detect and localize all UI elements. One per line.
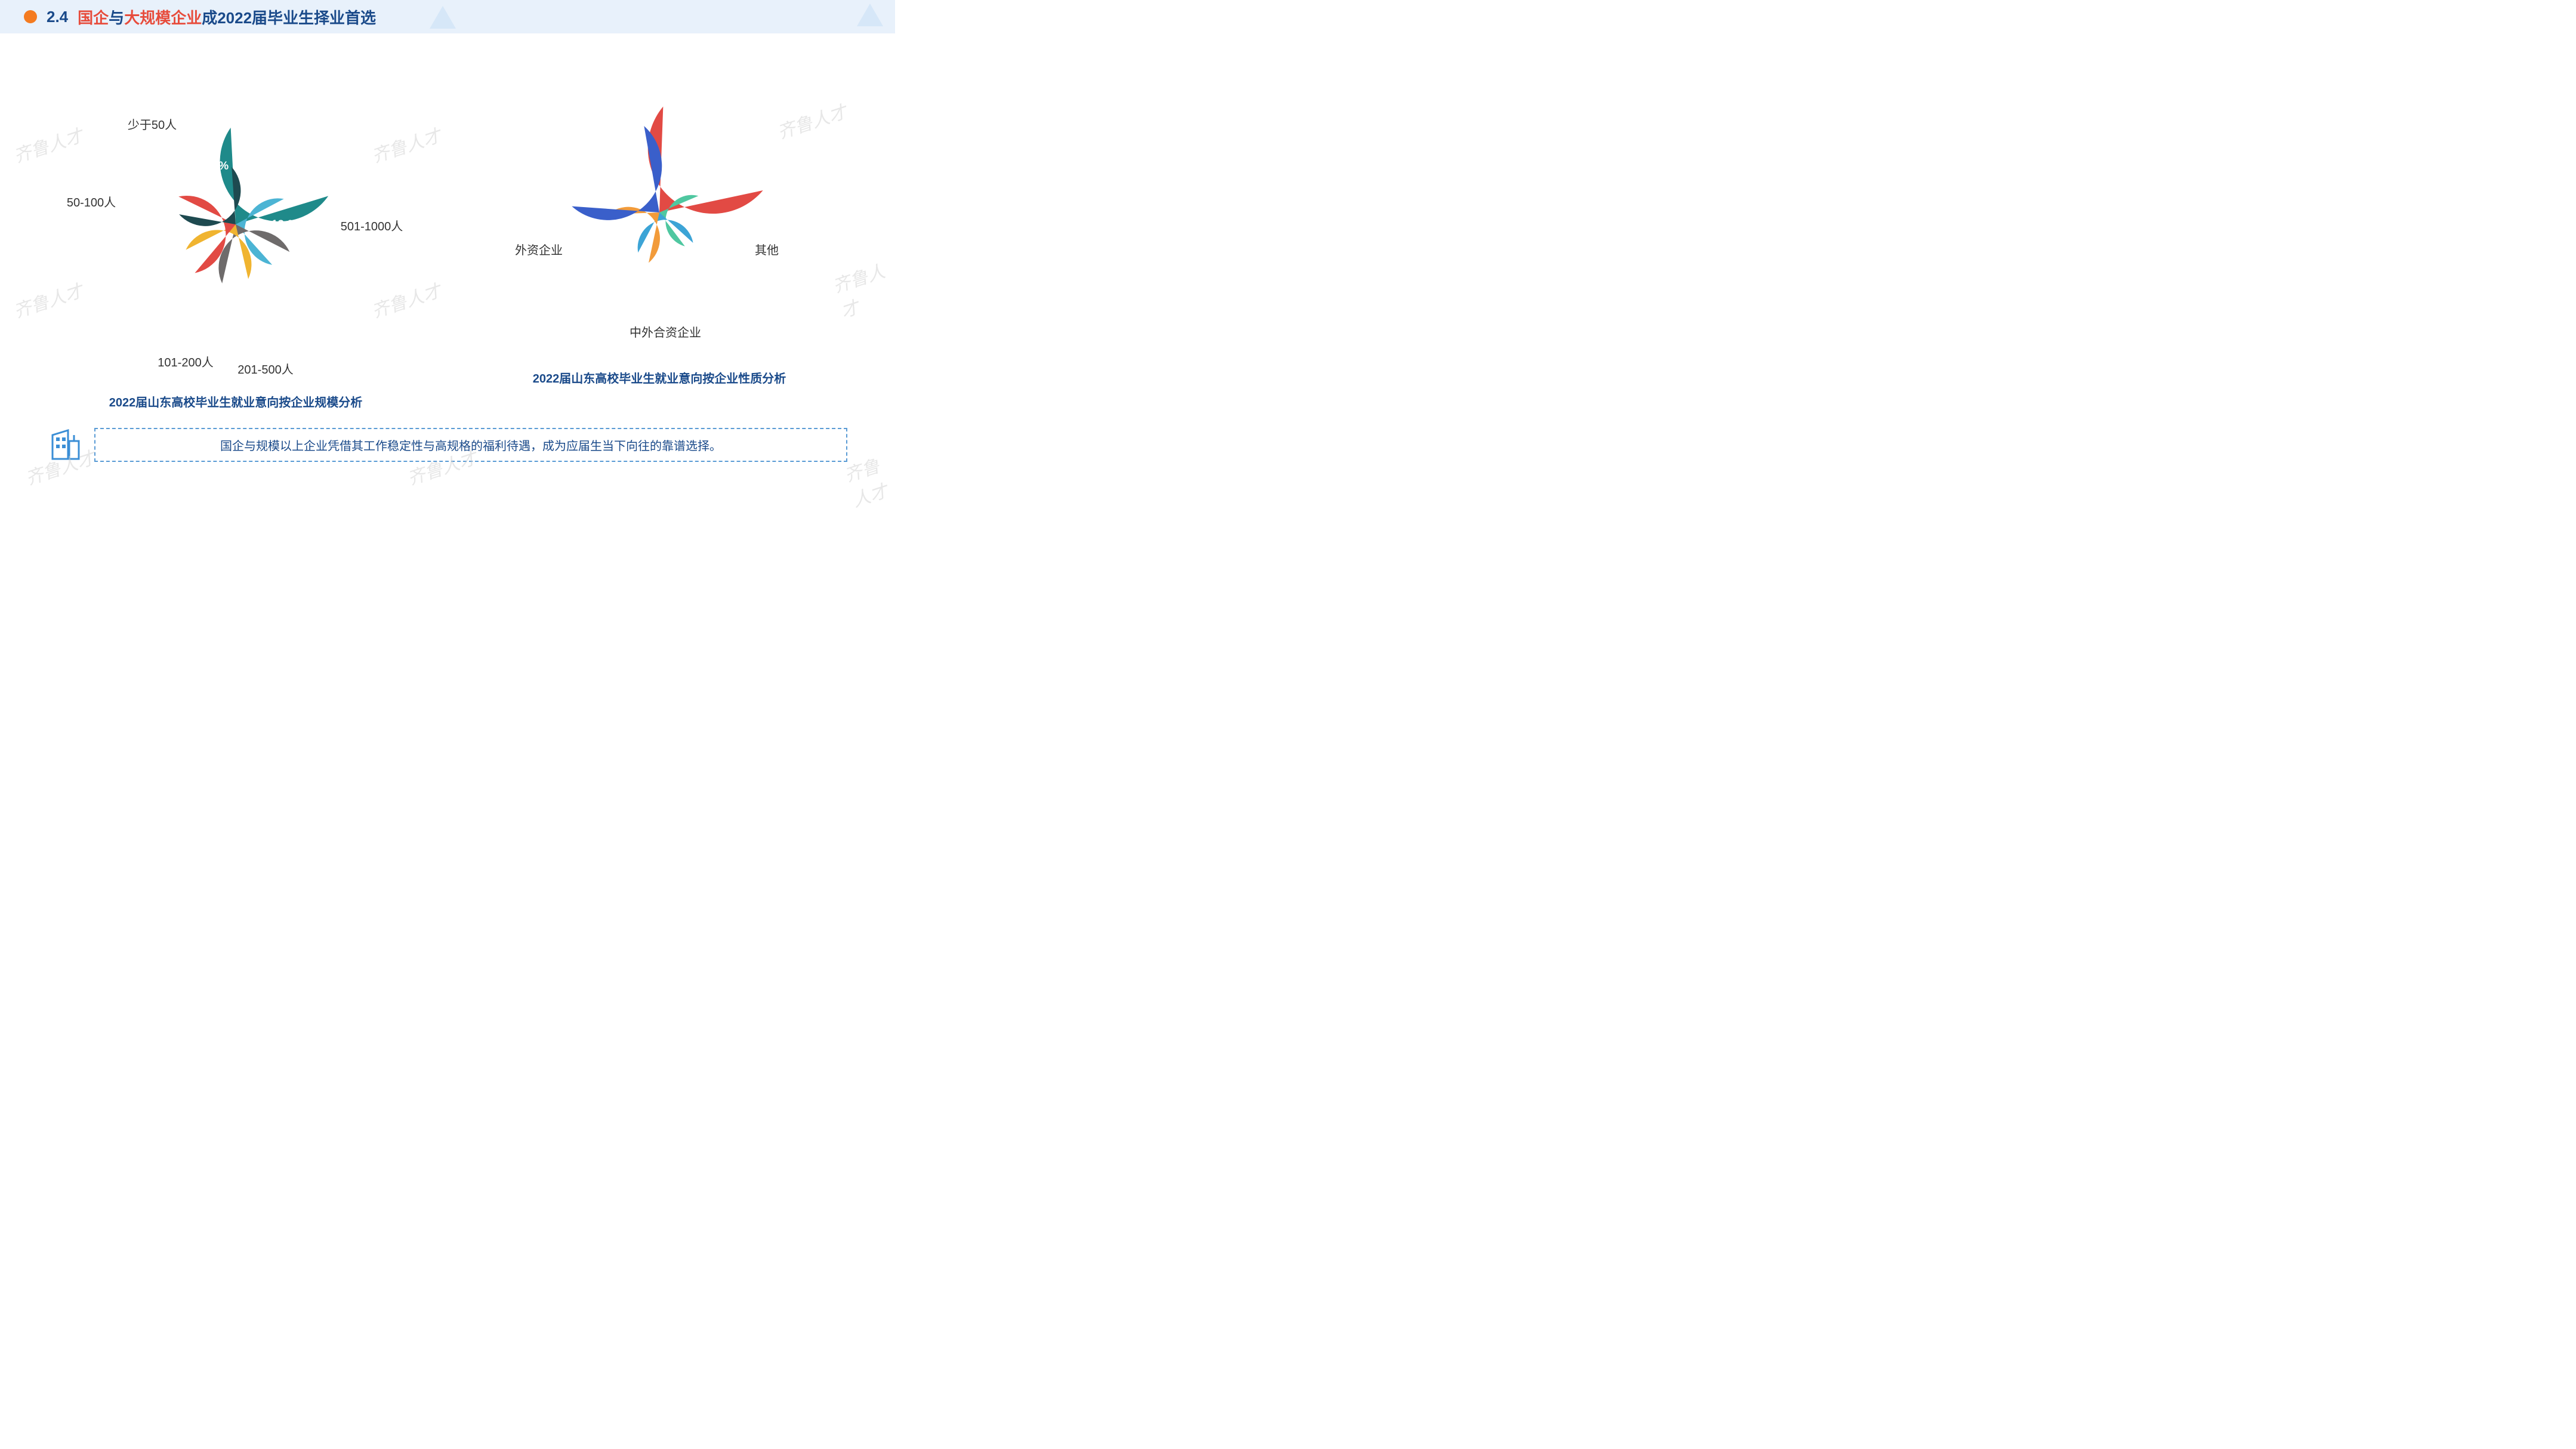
footer-text: 国企与规模以上企业凭借其工作稳定性与高规格的福利待遇，成为应届生当下向往的靠谱选…	[94, 428, 847, 462]
decorative-triangle	[430, 6, 456, 29]
petal-label-inside: 民营企业	[581, 138, 624, 150]
petal-value: 13.05%	[272, 218, 310, 231]
petal-label-outside: 101-200人	[158, 356, 213, 369]
petal-value: 30.21%	[266, 154, 304, 167]
petal-value: 16.07%	[145, 221, 184, 233]
petal-value: 6.33%	[690, 236, 722, 249]
petal-value: 13.53%	[190, 160, 229, 172]
petal-value: 10.71%	[591, 242, 630, 255]
petal-chart-company-size: 30.21% 1000人以上 13.05% 501-1000人 14.18% 201-50…	[45, 51, 427, 386]
header-bullet-icon	[24, 10, 37, 23]
petal-label-inside: 国有企业	[699, 138, 742, 150]
petal-label-outside: 50-100人	[67, 196, 116, 209]
section-number: 2.4	[47, 8, 68, 26]
petal-value: 12.96%	[178, 280, 217, 293]
petal-value: 7.53%	[646, 263, 678, 275]
chart-left-block: 30.21% 1000人以上 13.05% 501-1000人 14.18% 201-50…	[45, 51, 427, 410]
building-icon	[48, 427, 84, 463]
petal-value: 44.59%	[701, 155, 740, 168]
slide-title: 国企与大规模企业成2022届毕业生择业首选	[78, 6, 376, 28]
petal-label-outside: 501-1000人	[341, 220, 403, 233]
petal-label-outside: 中外合资企业	[630, 326, 701, 340]
slide-header: 2.4 国企与大规模企业成2022届毕业生择业首选	[0, 0, 895, 33]
decorative-triangle	[857, 4, 883, 26]
petal-label-outside: 外资企业	[515, 243, 563, 257]
watermark-text: 齐鲁人才	[840, 448, 902, 512]
chart-left-caption: 2022届山东高校毕业生就业意向按企业规模分析	[45, 393, 427, 410]
petal-segment	[638, 212, 693, 252]
charts-container: 30.21% 1000人以上 13.05% 501-1000人 14.18% 201-50…	[0, 33, 895, 416]
petal-value: 14.18%	[246, 285, 285, 298]
petal-label-outside: 少于50人	[128, 118, 177, 132]
footer-callout: 国企与规模以上企业凭借其工作稳定性与高规格的福利待遇，成为应届生当下向往的靠谱选…	[48, 427, 847, 463]
petal-label-inside: 1000人以上	[257, 137, 313, 149]
petal-value: 30.84%	[583, 155, 622, 168]
chart-right-block: 44.59% 国有企业 6.33% 其他 7.53% 中外合资企业 10.71% 外资企业 30…	[468, 51, 850, 386]
petal-label-outside: 其他	[755, 243, 779, 257]
petal-chart-company-type: 44.59% 国有企业 6.33% 其他 7.53% 中外合资企业 10.71% 外资企业 30…	[468, 51, 850, 362]
petal-label-outside: 201-500人	[237, 363, 293, 377]
chart-right-caption: 2022届山东高校毕业生就业意向按企业性质分析	[468, 369, 850, 386]
